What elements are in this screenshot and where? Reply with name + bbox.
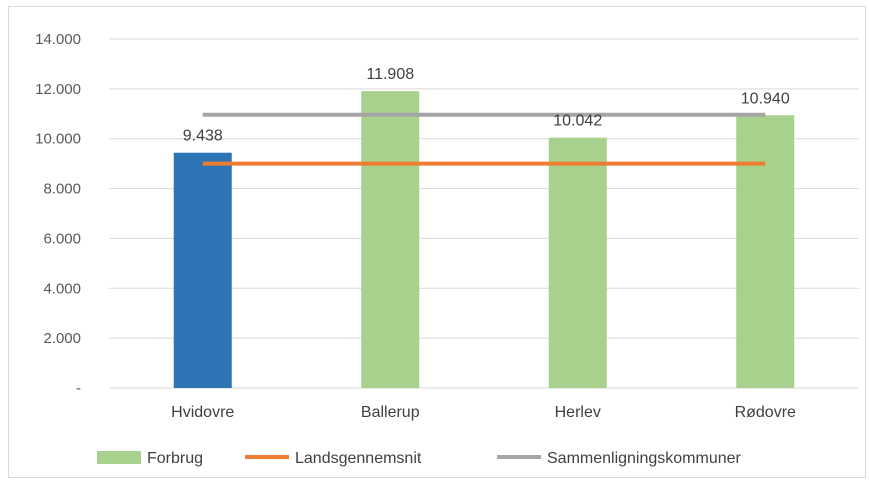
data-label: 10.042 bbox=[553, 113, 602, 130]
x-tick-label: Ballerup bbox=[361, 404, 420, 421]
y-tick-label: 14.000 bbox=[35, 31, 81, 48]
legend-label: Sammenligningskommuner bbox=[547, 450, 742, 467]
legend-swatch-0 bbox=[97, 451, 141, 464]
y-tick-label: 6.000 bbox=[43, 230, 81, 247]
bar bbox=[361, 91, 420, 388]
data-label: 9.438 bbox=[183, 128, 223, 145]
data-label: 10.940 bbox=[741, 90, 790, 107]
bar bbox=[548, 137, 607, 388]
y-tick-label: 10.000 bbox=[35, 131, 81, 148]
legend-label: Landsgennemsnit bbox=[295, 450, 422, 467]
y-tick-label: 12.000 bbox=[35, 81, 81, 98]
x-tick-label: Rødovre bbox=[735, 404, 796, 421]
x-tick-label: Herlev bbox=[555, 404, 601, 421]
data-label: 11.908 bbox=[366, 66, 414, 83]
bar bbox=[173, 152, 232, 388]
y-tick-label: 2.000 bbox=[43, 330, 81, 347]
x-tick-label: Hvidovre bbox=[171, 404, 234, 421]
chart: - 2.000 4.000 6.000 8.000 10.000 12.000 14.000 9… bbox=[35, 31, 859, 467]
y-tick-label: - bbox=[76, 380, 81, 397]
chart-frame: - 2.000 4.000 6.000 8.000 10.000 12.000 14.000 9… bbox=[8, 6, 866, 478]
bar bbox=[736, 115, 795, 388]
y-tick-label: 4.000 bbox=[43, 280, 81, 297]
y-tick-label: 8.000 bbox=[43, 181, 81, 198]
legend-label: Forbrug bbox=[147, 450, 203, 467]
